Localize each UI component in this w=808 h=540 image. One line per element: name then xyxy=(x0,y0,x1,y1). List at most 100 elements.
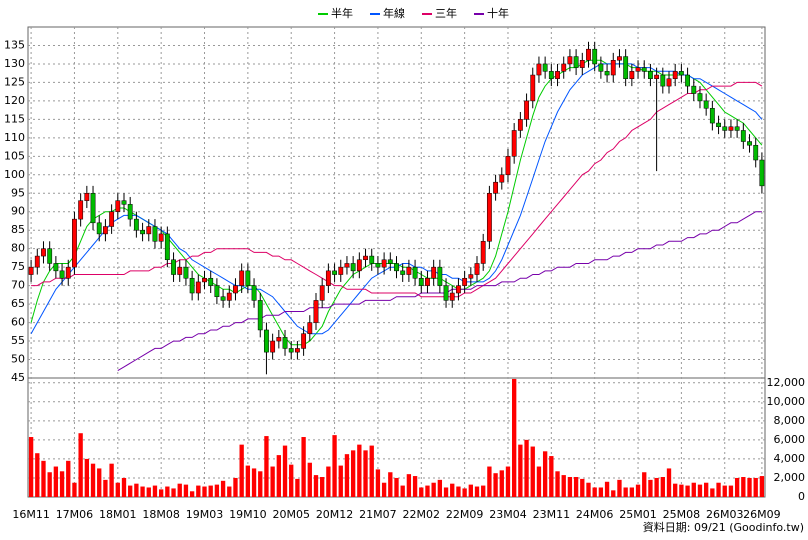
candle-body xyxy=(381,259,387,268)
volume-bar xyxy=(258,471,263,497)
candle-body xyxy=(369,255,375,264)
volume-bar xyxy=(734,477,740,497)
volume-bar xyxy=(90,463,96,497)
volume-bar xyxy=(549,456,554,497)
volume-bar xyxy=(84,458,90,497)
y2-tick-label: 0 xyxy=(798,490,805,503)
volume-bar xyxy=(474,486,480,497)
candle-body xyxy=(356,259,362,272)
candle-body xyxy=(548,71,554,79)
x-tick-label: 25M01 xyxy=(619,508,657,521)
candle-body xyxy=(753,144,759,161)
volume-bar xyxy=(202,486,207,497)
candle-body xyxy=(747,141,752,146)
volume-bar xyxy=(245,465,251,497)
candle-body xyxy=(740,130,746,142)
candle-body xyxy=(592,48,598,65)
candle-body xyxy=(332,270,337,275)
volume-bar xyxy=(233,477,238,497)
volume-bar xyxy=(301,437,306,497)
volume-bar xyxy=(412,476,418,497)
candle-body xyxy=(313,300,319,323)
volume-bar xyxy=(276,455,281,497)
candle-body xyxy=(418,277,424,286)
y2-tick-label: 6,000 xyxy=(774,433,806,446)
volume-bar xyxy=(697,484,703,497)
candle-body xyxy=(208,277,214,286)
volume-bar xyxy=(592,487,597,497)
candle-body xyxy=(164,233,170,261)
candle-body xyxy=(202,277,207,283)
candle-body xyxy=(561,63,567,72)
volume-bar xyxy=(598,487,604,497)
x-tick-label: 16M11 xyxy=(12,508,50,521)
x-tick-label: 17M06 xyxy=(56,508,94,521)
volume-bar xyxy=(604,481,610,497)
volume-bar xyxy=(41,460,46,497)
candle-body xyxy=(542,63,548,72)
volume-bar xyxy=(338,465,343,497)
candle-body xyxy=(183,266,189,279)
volume-bar xyxy=(666,468,672,497)
volume-bar xyxy=(555,471,560,497)
candle-body xyxy=(499,174,505,183)
candle-body xyxy=(437,266,443,286)
candle-body xyxy=(716,122,721,128)
volume-bar xyxy=(419,487,424,497)
x-tick-label: 20M12 xyxy=(316,508,354,521)
volume-bar xyxy=(654,477,659,497)
candle-body xyxy=(251,285,257,301)
ma-line xyxy=(31,81,763,298)
candle-body xyxy=(239,270,245,286)
volume-bar xyxy=(487,466,492,497)
volume-bar xyxy=(183,484,189,497)
candle-body xyxy=(493,181,499,194)
candle-body xyxy=(264,329,269,353)
y-tick-label: 55 xyxy=(11,334,25,347)
volume-bar xyxy=(28,437,34,497)
candle-body xyxy=(189,277,195,294)
candle-body xyxy=(759,159,765,187)
candle-body xyxy=(350,263,356,272)
y-tick-label: 105 xyxy=(4,149,25,162)
volume-bar xyxy=(629,487,635,497)
candle-body xyxy=(734,126,740,131)
volume-bar xyxy=(586,482,591,497)
candle-body xyxy=(140,229,145,235)
candle-body xyxy=(536,63,542,76)
volume-bar xyxy=(152,485,158,497)
candle-body xyxy=(425,277,430,286)
candle-body xyxy=(121,200,127,205)
volume-bar xyxy=(72,482,77,497)
candle-body xyxy=(412,266,418,279)
candle-body xyxy=(524,100,529,120)
volume-bar xyxy=(381,482,387,497)
candle-body xyxy=(530,74,536,102)
volume-bar xyxy=(703,482,709,497)
candle-body xyxy=(152,226,158,242)
candle-body xyxy=(586,48,591,61)
volume-bar xyxy=(227,486,232,497)
volume-bar xyxy=(573,477,579,497)
candle-body xyxy=(406,266,412,275)
legend-label: 三年 xyxy=(435,6,457,20)
candle-body xyxy=(685,74,691,87)
volume-bar xyxy=(140,486,145,497)
volume-bar xyxy=(648,479,653,497)
volume-bar xyxy=(450,483,455,497)
volume-bar xyxy=(462,488,467,497)
candle-body xyxy=(709,108,715,124)
candle-body xyxy=(171,259,176,275)
y-tick-label: 100 xyxy=(4,168,25,181)
y2-tick-label: 2,000 xyxy=(774,471,806,484)
volume-bar xyxy=(623,487,628,497)
candle-body xyxy=(648,71,653,79)
candle-body xyxy=(338,266,344,275)
y-tick-label: 90 xyxy=(11,205,25,218)
candle-body xyxy=(282,337,288,349)
volume-bar xyxy=(357,444,362,497)
y-tick-label: 120 xyxy=(4,94,25,107)
volume-bar xyxy=(561,475,566,497)
volume-bar xyxy=(47,472,52,497)
candle-body xyxy=(474,263,480,275)
